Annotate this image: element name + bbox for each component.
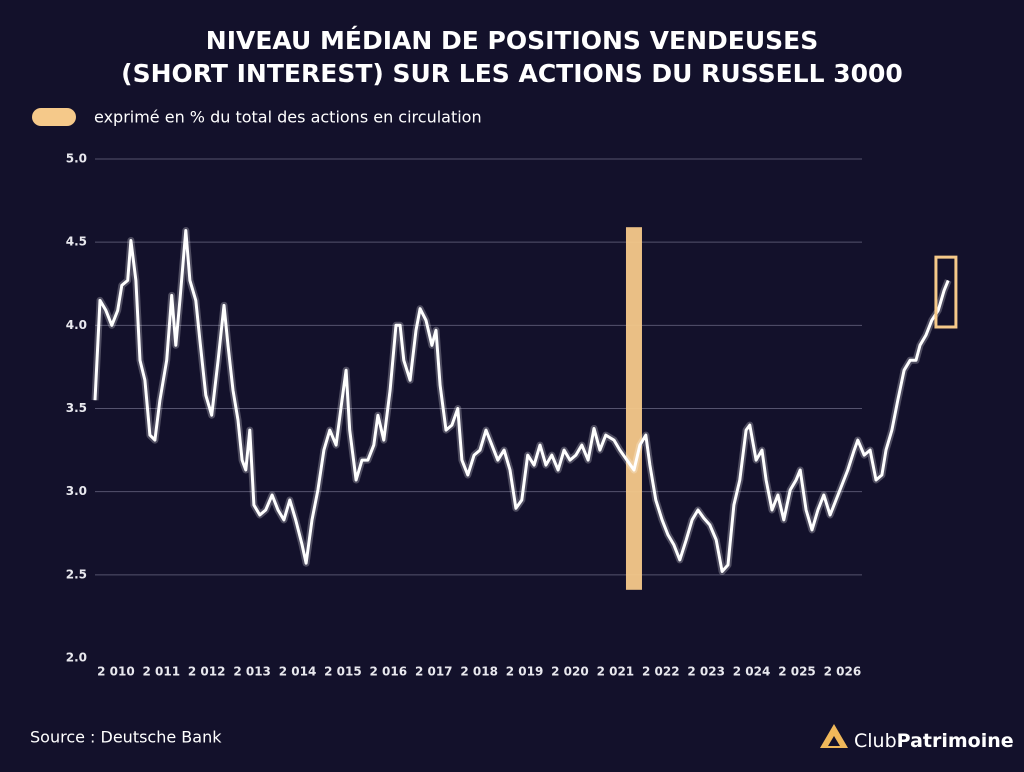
x-tick-label: 2 017 [415,665,453,679]
source: Source : Deutsche Bank [30,728,222,747]
x-tick-label: 2 026 [824,665,862,679]
x-tick-label: 2 021 [597,665,635,679]
x-tick-label: 2 015 [324,665,362,679]
x-tick-label: 2 023 [687,665,725,679]
logo-text: ClubPatrimoine [854,730,1014,752]
logo-icon [828,736,840,746]
end-box [934,255,958,329]
x-tick-label: 2 016 [370,665,408,679]
y-tick-label: 2.0 [66,651,87,665]
x-tick-label: 2 018 [460,665,498,679]
x-tick-label: 2 013 [233,665,271,679]
x-tick-label: 2 012 [188,665,226,679]
y-tick-label: 3.5 [66,401,87,415]
y-tick-label: 4.5 [66,235,87,249]
x-tick-label: 2 011 [143,665,181,679]
legend-swatch [32,108,76,126]
x-tick-label: 2 019 [506,665,544,679]
x-tick-label: 2 020 [551,665,589,679]
x-tick-label: 2 025 [778,665,816,679]
y-tick-label: 2.5 [66,567,87,581]
y-tick-label: 4.0 [66,318,87,332]
legend-label: exprimé en % du total des actions en cir… [94,108,482,127]
chart-title: NIVEAU MÉDIAN DE POSITIONS VENDEUSES [206,26,818,55]
x-tick-label: 2 010 [97,665,135,679]
chart-title: (SHORT INTEREST) SUR LES ACTIONS DU RUSS… [121,59,903,88]
logo-bold: Patrimoine [897,730,1014,752]
x-tick-label: 2 022 [642,665,680,679]
highlight-band [625,227,642,590]
logo-light: Club [854,730,897,752]
x-tick-label: 2 014 [279,665,317,679]
logo: ClubPatrimoine [820,724,1014,752]
x-tick-label: 2 024 [733,665,771,679]
y-tick-label: 5.0 [66,152,87,166]
data-line [93,229,950,573]
y-tick-label: 3.0 [66,484,87,498]
